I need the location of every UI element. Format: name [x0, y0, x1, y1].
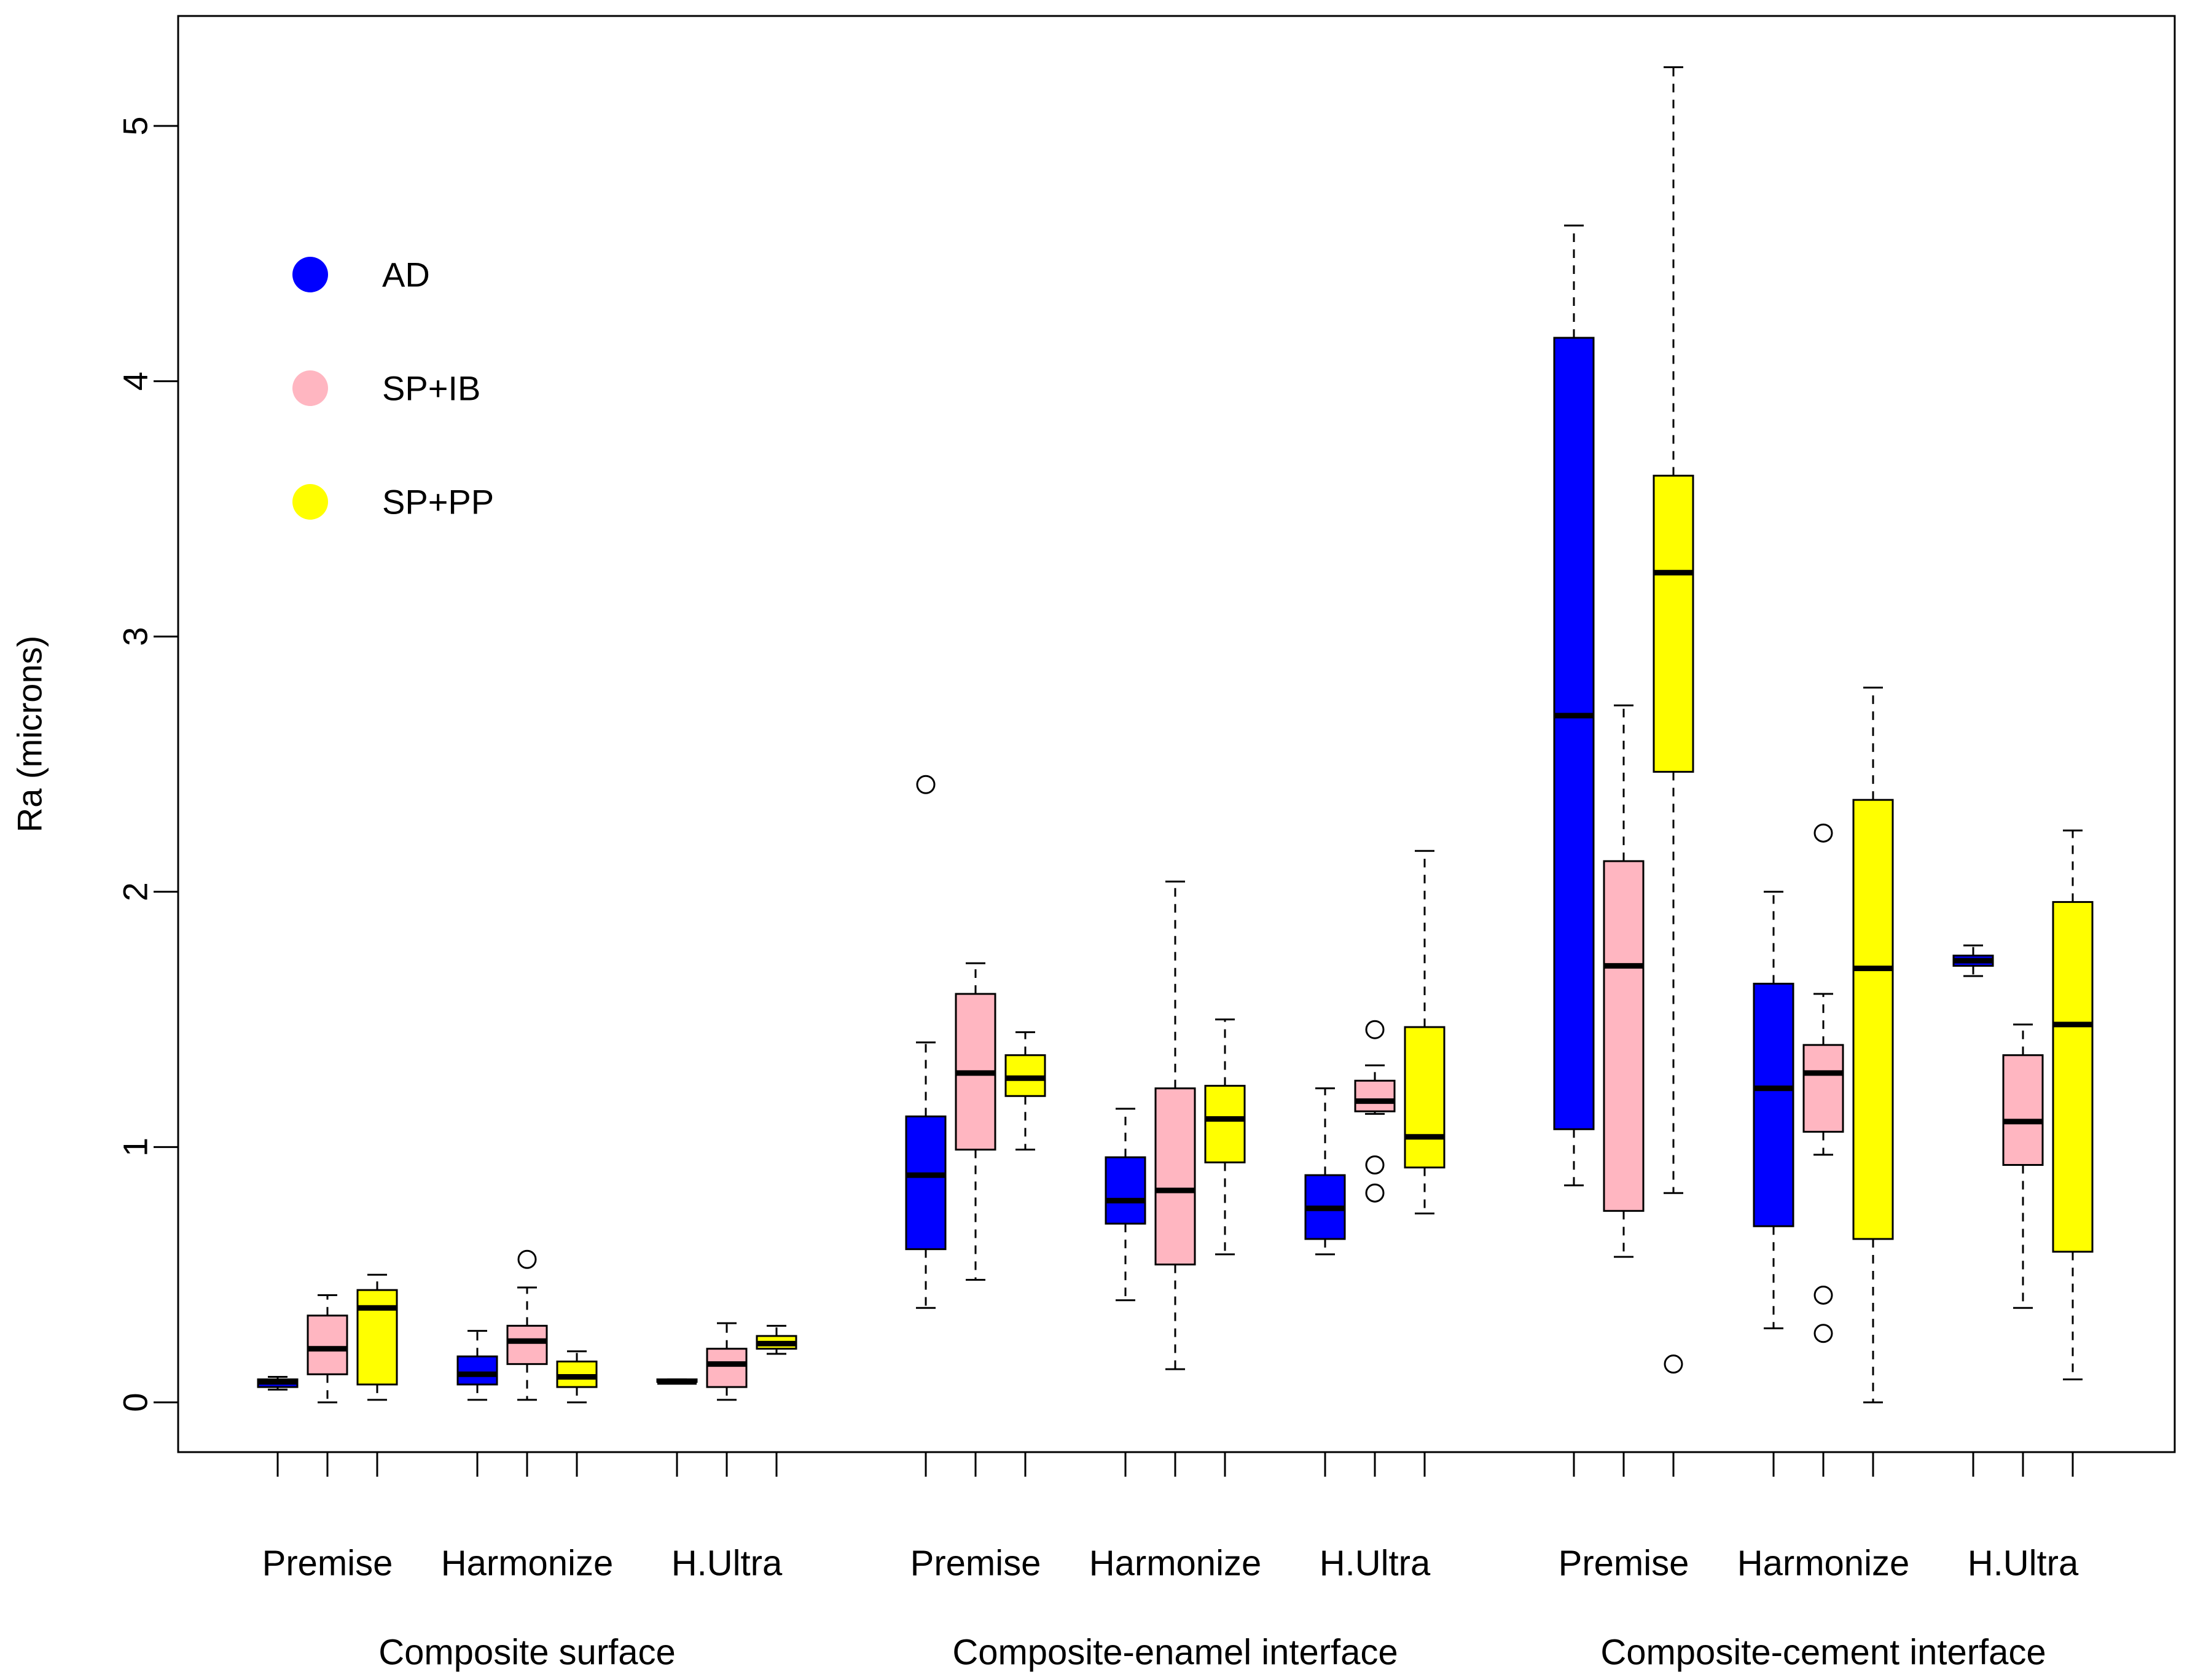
box-sp-pp — [1852, 686, 1894, 1404]
box-iqr — [1653, 474, 1694, 773]
box-iqr — [2002, 1054, 2044, 1166]
box-iqr — [456, 1355, 498, 1386]
legend-item-sp-ib: SP+IB — [292, 369, 480, 408]
composite-label: Harmonize — [1089, 1544, 1261, 1584]
box-sp-ib — [1154, 880, 1196, 1370]
group-label: Composite surface — [378, 1633, 676, 1673]
box-iqr — [307, 1315, 348, 1375]
box-sp-ib — [955, 962, 996, 1281]
box-sp-ib — [1354, 1020, 1396, 1203]
box-iqr — [1354, 1079, 1396, 1112]
x-axis: Premise Harmonize H.Ultra Composite surface… — [262, 1452, 2079, 1673]
legend-marker — [292, 370, 328, 406]
composite-label: Harmonize — [441, 1544, 613, 1584]
composite-label: Premise — [1559, 1544, 1689, 1584]
box-sp-pp — [756, 1324, 797, 1355]
box-sp-pp — [1653, 66, 1694, 1374]
box-iqr — [1852, 799, 1894, 1240]
legend-label: AD — [382, 256, 430, 294]
group-label: Composite-enamel interface — [952, 1633, 1398, 1673]
box-iqr — [1753, 982, 1794, 1227]
box-ad — [257, 1375, 299, 1391]
outlier-point — [1365, 1155, 1385, 1174]
legend-marker — [292, 484, 328, 520]
box-iqr — [1603, 860, 1645, 1212]
box-iqr — [1105, 1156, 1146, 1225]
box-sp-pp — [1204, 1018, 1246, 1256]
box-iqr — [1404, 1026, 1446, 1169]
box-sp-ib — [706, 1322, 748, 1401]
box-iqr — [1204, 1085, 1246, 1163]
box-sp-ib — [1603, 704, 1645, 1258]
box-iqr — [2052, 901, 2094, 1253]
box-sp-pp — [1404, 850, 1446, 1214]
box-sp-pp — [556, 1350, 598, 1404]
outlier-point — [1813, 823, 1833, 843]
box-ad — [1952, 944, 1994, 977]
box-ad — [1553, 224, 1595, 1187]
box-iqr — [1154, 1087, 1196, 1266]
box-ad — [1753, 891, 1794, 1329]
legend-item-ad: AD — [292, 256, 430, 294]
y-tick-label: 5 — [116, 116, 155, 135]
outlier-point — [517, 1249, 537, 1269]
legend-item-sp-pp: SP+PP — [292, 483, 494, 522]
composite-label: H.Ultra — [671, 1544, 783, 1584]
composite-label: H.Ultra — [1968, 1544, 2079, 1584]
outlier-point — [1365, 1020, 1385, 1039]
box-ad — [656, 1378, 698, 1385]
composite-label: Premise — [910, 1544, 1041, 1584]
box-iqr — [905, 1115, 947, 1251]
box-iqr — [356, 1289, 398, 1386]
y-axis: 0 1 2 3 4 5 Ra (microns) — [10, 116, 178, 1412]
legend: AD SP+IB SP+PP — [292, 256, 494, 522]
box-sp-ib — [307, 1294, 348, 1404]
box-iqr — [1802, 1044, 1844, 1133]
box-iqr — [706, 1348, 748, 1388]
y-tick-label: 0 — [116, 1393, 155, 1412]
y-tick-label: 2 — [116, 882, 155, 901]
box-sp-pp — [356, 1273, 398, 1401]
y-tick-label: 1 — [116, 1138, 155, 1157]
box-sp-ib — [506, 1249, 548, 1401]
y-tick-label: 3 — [116, 627, 155, 646]
outlier-point — [1813, 1324, 1833, 1343]
outlier-point — [1664, 1354, 1683, 1374]
box-sp-ib — [1802, 823, 1844, 1343]
legend-marker — [292, 257, 328, 292]
box-ad — [905, 775, 947, 1309]
y-tick-label: 4 — [116, 372, 155, 391]
legend-label: SP+IB — [382, 369, 480, 408]
composite-label: H.Ultra — [1320, 1544, 1431, 1584]
composite-label: Premise — [262, 1544, 393, 1584]
outlier-point — [916, 775, 936, 794]
box-ad — [1304, 1087, 1346, 1256]
group-label: Composite-cement interface — [1600, 1633, 2046, 1673]
box-sp-pp — [1004, 1031, 1046, 1151]
box-iqr — [1553, 337, 1595, 1130]
outlier-point — [1813, 1285, 1833, 1305]
legend-label: SP+PP — [382, 483, 494, 522]
box-ad — [1105, 1108, 1146, 1302]
box-sp-pp — [2052, 829, 2094, 1381]
box-sp-ib — [2002, 1023, 2044, 1309]
y-axis-title: Ra (microns) — [10, 636, 49, 832]
box-ad — [456, 1330, 498, 1401]
composite-label: Harmonize — [1737, 1544, 1909, 1584]
box-series — [257, 66, 2094, 1404]
box-iqr — [506, 1324, 548, 1365]
plot-frame — [177, 15, 2176, 1453]
outlier-point — [1365, 1183, 1385, 1203]
